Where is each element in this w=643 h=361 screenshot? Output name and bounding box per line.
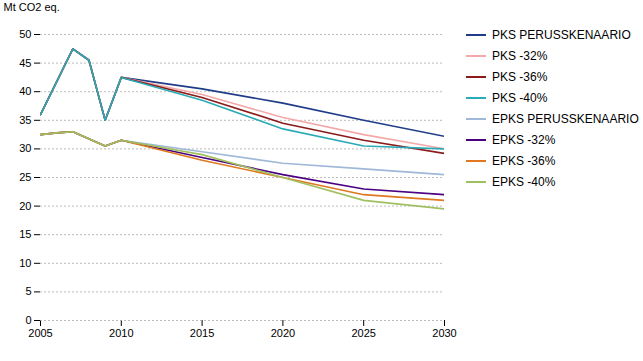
svg-text:Mt CO2 eq.: Mt CO2 eq.: [4, 1, 60, 13]
html-text:PKS -40%: PKS -40%: [492, 91, 548, 105]
svg-text:2025: 2025: [351, 327, 375, 339]
html-text:PKS -36%: PKS -36%: [492, 70, 548, 84]
svg-text:20: 20: [19, 200, 31, 212]
svg-text:5: 5: [25, 285, 31, 297]
svg-text:30: 30: [19, 142, 31, 154]
svg-text:0: 0: [25, 314, 31, 326]
html-text:EPKS -36%: EPKS -36%: [492, 154, 556, 168]
svg-text:2010: 2010: [109, 327, 133, 339]
html-text:EPKS -32%: EPKS -32%: [492, 133, 556, 147]
svg-text:2020: 2020: [271, 327, 295, 339]
svg-text:10: 10: [19, 257, 31, 269]
html-text:EPKS -40%: EPKS -40%: [492, 175, 556, 189]
svg-text:40: 40: [19, 85, 31, 97]
svg-text:2030: 2030: [432, 327, 456, 339]
html-text:PKS PERUSSKENAARIO: PKS PERUSSKENAARIO: [492, 28, 631, 42]
html-text:PKS -32%: PKS -32%: [492, 49, 548, 63]
svg-text:45: 45: [19, 57, 31, 69]
svg-text:2015: 2015: [190, 327, 214, 339]
html-text:EPKS PERUSSKENAARIO: EPKS PERUSSKENAARIO: [492, 112, 639, 126]
svg-text:35: 35: [19, 114, 31, 126]
svg-text:15: 15: [19, 228, 31, 240]
svg-text:25: 25: [19, 171, 31, 183]
svg-text:2005: 2005: [28, 327, 52, 339]
svg-text:50: 50: [19, 28, 31, 40]
